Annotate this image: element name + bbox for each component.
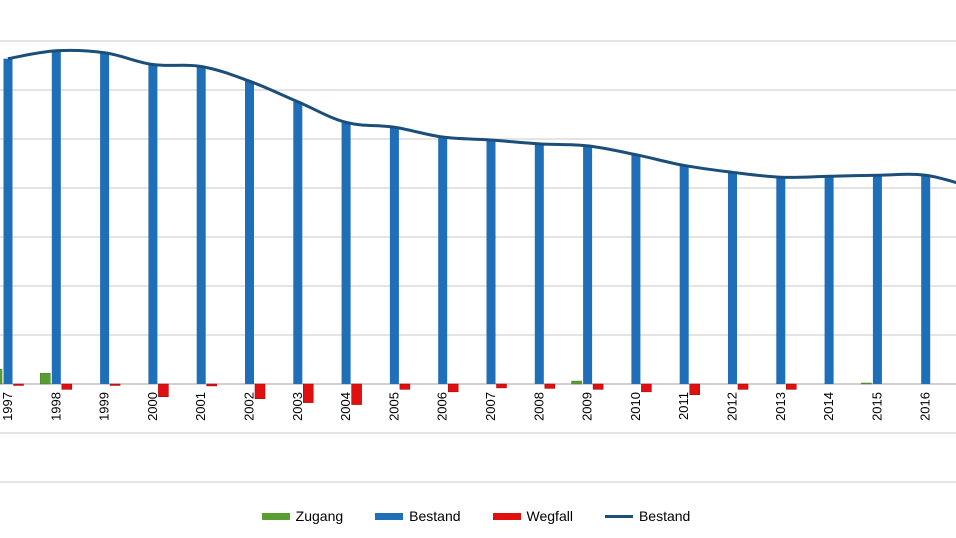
bar-bestand-2014 <box>824 176 834 384</box>
bestand-bars <box>3 50 931 385</box>
bar-wegfall-2011 <box>689 383 700 396</box>
bar-zugang-1998 <box>40 372 51 385</box>
bar-bestand-2006 <box>438 137 448 384</box>
bar-wegfall-2001 <box>206 383 217 387</box>
x-tick-label-2013: 2013 <box>773 392 788 421</box>
x-tick-label-2015: 2015 <box>869 392 884 421</box>
bar-bestand-2015 <box>872 175 882 384</box>
legend-label-zugang: Zugang <box>295 508 344 524</box>
gridlines <box>0 40 956 483</box>
legend: Zugang Bestand Wegfall Bestand <box>0 505 956 527</box>
zugang-bars <box>0 369 872 385</box>
bar-bestand-2008 <box>534 143 544 384</box>
legend-item-zugang: Zugang <box>261 508 344 524</box>
bar-zugang-2015 <box>861 382 872 385</box>
bar-wegfall-2006 <box>447 383 459 393</box>
x-tick-label-2011: 2011 <box>676 392 691 420</box>
x-tick-label-2009: 2009 <box>580 392 595 421</box>
bar-wegfall-2004 <box>351 383 362 405</box>
bar-bestand-2003 <box>293 101 303 384</box>
bar-wegfall-1998 <box>61 383 73 390</box>
legend-item-wegfall: Wegfall <box>492 508 573 524</box>
x-tick-label-1998: 1998 <box>48 392 63 421</box>
legend-item-bestand-bar: Bestand <box>375 508 461 524</box>
bar-wegfall-2002 <box>254 383 266 399</box>
bar-wegfall-2012 <box>737 383 749 390</box>
bar-zugang-2009 <box>571 380 582 385</box>
bar-bestand-2012 <box>728 172 737 384</box>
wegfall-bars <box>13 383 797 405</box>
x-tick-label-2008: 2008 <box>531 392 546 421</box>
legend-swatch-wegfall <box>492 512 521 520</box>
bar-bestand-2011 <box>679 165 689 384</box>
bar-bestand-1997 <box>3 58 13 384</box>
x-tick-label-2005: 2005 <box>386 392 401 421</box>
bar-bestand-2002 <box>245 81 254 385</box>
x-tick-label-2000: 2000 <box>145 392 160 421</box>
x-tick-label-2003: 2003 <box>290 392 305 421</box>
x-tick-label-1997: 1997 <box>0 392 15 421</box>
bar-wegfall-2009 <box>592 383 604 390</box>
bar-bestand-2007 <box>486 139 496 384</box>
bar-wegfall-2000 <box>158 383 169 397</box>
x-tick-label-2007: 2007 <box>483 392 498 421</box>
legend-swatch-zugang <box>261 512 290 520</box>
bar-bestand-2013 <box>776 177 786 384</box>
x-tick-label-2006: 2006 <box>435 392 450 421</box>
bar-wegfall-1999 <box>109 383 121 386</box>
bar-bestand-1999 <box>100 52 110 384</box>
x-tick-label-2014: 2014 <box>821 392 836 421</box>
x-tick-label-2010: 2010 <box>628 392 643 421</box>
bar-bestand-2016 <box>921 175 931 384</box>
bar-bestand-2000 <box>148 64 158 385</box>
bar-wegfall-2008 <box>544 383 556 389</box>
bar-wegfall-2003 <box>303 383 314 403</box>
bar-bestand-2009 <box>583 145 593 384</box>
bar-bestand-2004 <box>341 122 351 384</box>
x-tick-label-2012: 2012 <box>725 392 740 421</box>
legend-label-wegfall: Wegfall <box>526 508 573 524</box>
legend-label-bestand-line: Bestand <box>638 508 691 524</box>
bar-wegfall-1997 <box>13 383 24 386</box>
bar-wegfall-2010 <box>641 383 652 393</box>
bar-bestand-2005 <box>389 127 399 385</box>
bar-wegfall-2005 <box>399 383 411 390</box>
bar-bestand-2010 <box>631 154 641 384</box>
legend-item-bestand-line: Bestand <box>604 508 691 524</box>
bar-zugang-1997 <box>0 369 3 385</box>
bar-wegfall-2007 <box>496 383 507 389</box>
bestand-line-series <box>7 48 956 185</box>
bar-bestand-1998 <box>51 50 61 385</box>
x-tick-label-1999: 1999 <box>97 392 112 421</box>
legend-label-bestand-bar: Bestand <box>409 508 461 524</box>
x-tick-labels: 1997 1998 1999 2000 2001 2002 2003 2004 2005 2006… <box>0 392 933 421</box>
x-tick-label-2002: 2002 <box>242 392 257 421</box>
x-tick-label-2001: 2001 <box>193 392 208 421</box>
legend-swatch-bestand-bar <box>375 512 404 520</box>
bar-bestand-2001 <box>196 66 206 384</box>
x-tick-label-2004: 2004 <box>338 392 353 421</box>
x-tick-label-2016: 2016 <box>918 392 933 421</box>
legend-swatch-bestand-line <box>604 514 633 518</box>
bar-wegfall-2013 <box>786 383 797 390</box>
